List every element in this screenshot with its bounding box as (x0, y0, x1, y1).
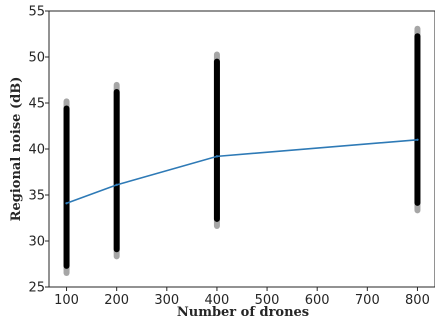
x-tick-label: 400 (205, 293, 230, 308)
mean-line-point (115, 183, 118, 187)
mean-line-point (215, 155, 219, 158)
scatter-point-cluster (213, 58, 220, 222)
mean-line-point (416, 138, 419, 141)
x-tick-label: 100 (54, 293, 79, 308)
y-tick-label: 55 (28, 5, 45, 20)
plot-frame (48, 10, 435, 288)
scatter-layer (63, 25, 421, 276)
mean-line-point (65, 202, 68, 205)
x-tick-label: 600 (305, 293, 330, 308)
scatter-point-cluster (63, 105, 70, 269)
y-tick-label: 45 (28, 97, 45, 112)
x-tick-label: 500 (255, 293, 280, 308)
y-tick-label: 30 (28, 235, 45, 250)
x-tick-label: 800 (405, 293, 430, 308)
x-tick-label: 300 (154, 293, 179, 308)
y-tick-label: 35 (28, 189, 45, 204)
scatter-point-cluster (414, 33, 421, 206)
y-tick-label: 50 (28, 51, 45, 66)
x-tick-label: 700 (355, 293, 380, 308)
y-ticks: 25 30 35 40 45 50 55 (28, 5, 49, 296)
y-tick-label: 40 (28, 143, 45, 158)
x-axis-label: Number of drones (177, 305, 309, 320)
x-tick-label: 200 (104, 293, 129, 308)
scatter-point-cluster (113, 88, 120, 253)
y-axis-label: Regional noise (dB) (9, 77, 24, 222)
mean-line (66, 139, 418, 205)
x-ticks: 100 200 300 400 500 600 700 800 (54, 287, 430, 308)
line-layer (65, 138, 419, 205)
y-tick-label: 25 (28, 281, 45, 296)
